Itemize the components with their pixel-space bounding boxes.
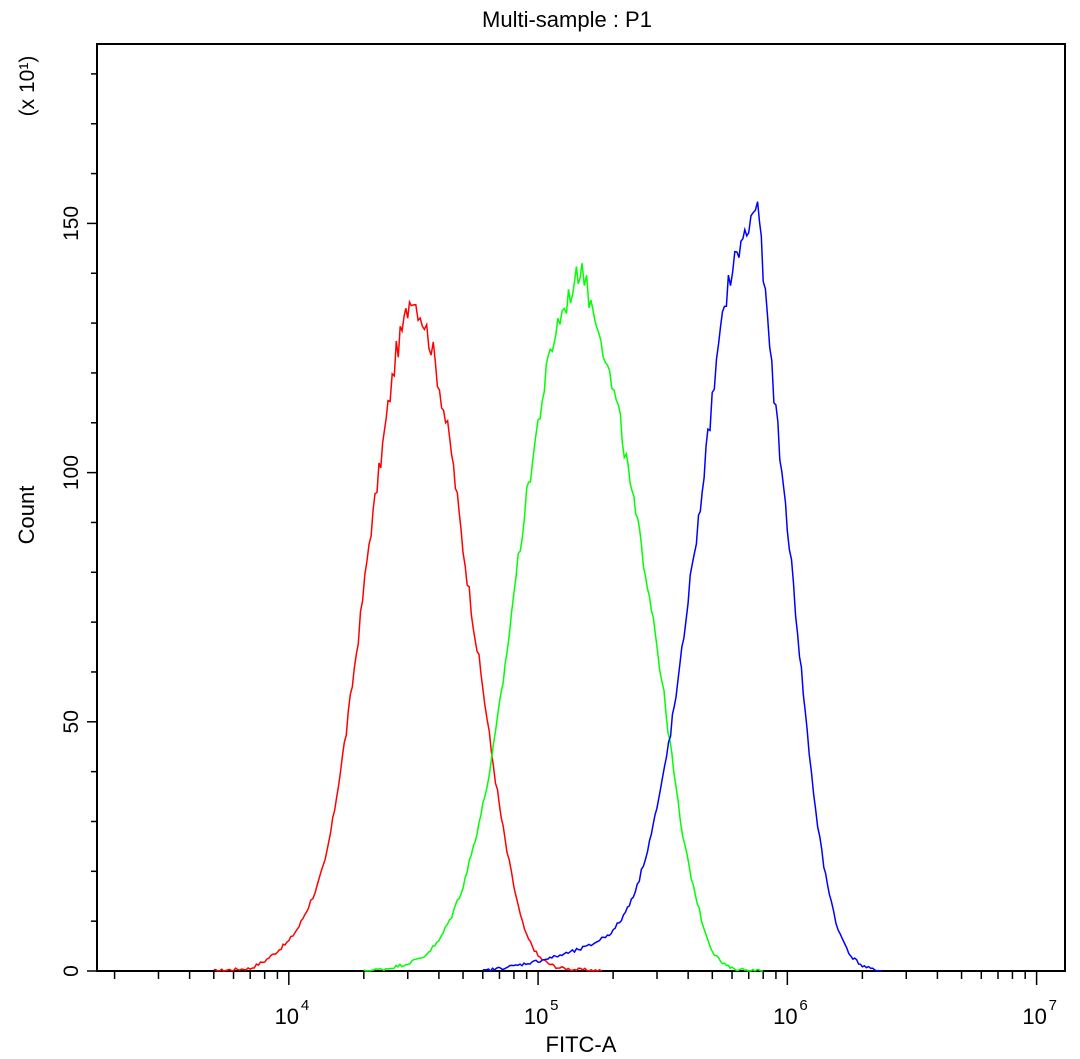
y-axis-label: Count [14, 486, 39, 545]
x-tick-label: 10 [524, 1004, 548, 1029]
y-tick-label: 0 [60, 965, 83, 977]
y-tick-label: 50 [60, 710, 83, 733]
series-line-2 [363, 263, 764, 972]
y-axis-tick-labels: 0 50 100 150 [60, 206, 83, 977]
x-axis-tick-labels: 10 4 10 5 10 6 10 7 [275, 997, 1057, 1029]
x-tick-label-exponent: 4 [301, 997, 309, 1014]
x-tick-label-exponent: 5 [550, 997, 558, 1014]
series-line-3 [482, 201, 883, 973]
y-axis-ticks [87, 73, 97, 972]
x-tick-label-exponent: 6 [799, 997, 807, 1014]
y-tick-label: 100 [60, 455, 83, 490]
x-tick-label: 10 [773, 1004, 797, 1029]
x-axis-ticks [113, 971, 1038, 985]
chart-title: Multi-sample : P1 [482, 7, 652, 32]
x-tick-label: 10 [1022, 1004, 1046, 1029]
y-axis-multiplier: (x 10¹) [16, 56, 39, 117]
x-tick-label: 10 [275, 1004, 299, 1029]
series-line-1 [213, 299, 603, 972]
x-axis-label: FITC-A [546, 1032, 617, 1057]
x-tick-label-exponent: 7 [1049, 997, 1057, 1014]
plot-frame [96, 43, 1066, 972]
series-layer [213, 201, 883, 973]
y-tick-label: 150 [60, 206, 83, 241]
